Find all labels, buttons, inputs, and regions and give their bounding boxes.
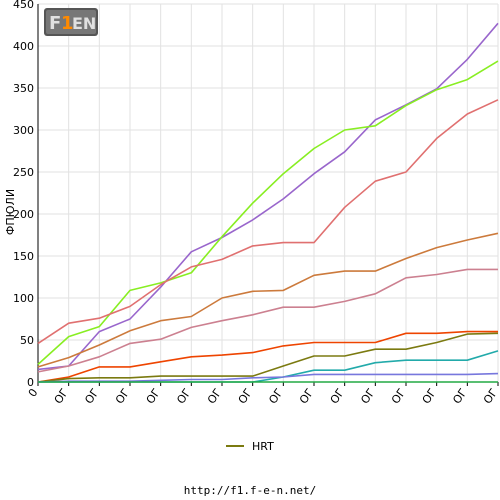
x-tick-label: ОГ bbox=[389, 386, 409, 406]
series-line-5 bbox=[37, 268, 498, 373]
x-tick-label: ОГ bbox=[328, 386, 348, 406]
f1en-logo: F 1 EN bbox=[44, 8, 98, 36]
x-tick-label: ОГ bbox=[52, 386, 72, 406]
x-tick-label: ОГ bbox=[358, 386, 378, 406]
x-tick-label: ОГ bbox=[481, 386, 500, 406]
legend-label-hrt: HRT bbox=[252, 439, 274, 453]
logo-graphic: F 1 EN bbox=[44, 8, 98, 36]
svg-text:1: 1 bbox=[61, 13, 74, 34]
series-line-2 bbox=[37, 60, 499, 365]
y-tick-label: 100 bbox=[13, 292, 34, 305]
footer-url: http://f1.f-e-n.net/ bbox=[183, 484, 317, 497]
y-tick-label: 350 bbox=[13, 82, 34, 95]
y-tick-label: 200 bbox=[13, 208, 34, 221]
legend: HRT bbox=[226, 438, 274, 454]
y-tick-label: 250 bbox=[13, 166, 34, 179]
y-tick-label: 0 bbox=[27, 376, 34, 389]
y-tick-label: 400 bbox=[13, 40, 34, 53]
series-line-6 bbox=[37, 330, 498, 383]
y-tick-label: 450 bbox=[13, 0, 34, 11]
y-axis-label: ФПЮЛИ bbox=[4, 189, 17, 235]
x-tick-label: ОГ bbox=[420, 386, 440, 406]
x-tick-label: ОГ bbox=[174, 386, 194, 406]
x-tick-label: ОГ bbox=[144, 386, 164, 406]
legend-swatch-hrt bbox=[226, 445, 244, 447]
x-tick-label: ОГ bbox=[82, 386, 102, 406]
y-tick-label: 50 bbox=[20, 334, 34, 347]
x-tick-label: ОГ bbox=[236, 386, 256, 406]
x-tick-label: ОГ bbox=[113, 386, 133, 406]
y-tick-label: 150 bbox=[13, 250, 34, 263]
series-line-4 bbox=[37, 232, 499, 368]
series-line-hrt bbox=[37, 332, 499, 383]
grid bbox=[38, 3, 499, 382]
svg-text:EN: EN bbox=[72, 14, 96, 33]
y-tick-label: 300 bbox=[13, 124, 34, 137]
x-tick-label: ОГ bbox=[450, 386, 470, 406]
series-line-3 bbox=[37, 99, 499, 345]
series-lines bbox=[37, 22, 499, 383]
svg-text:F: F bbox=[49, 13, 61, 34]
x-tick-label: ОГ bbox=[266, 386, 286, 406]
x-tick-label: ОГ bbox=[205, 386, 225, 406]
x-tick-label: ОГ bbox=[297, 386, 317, 406]
